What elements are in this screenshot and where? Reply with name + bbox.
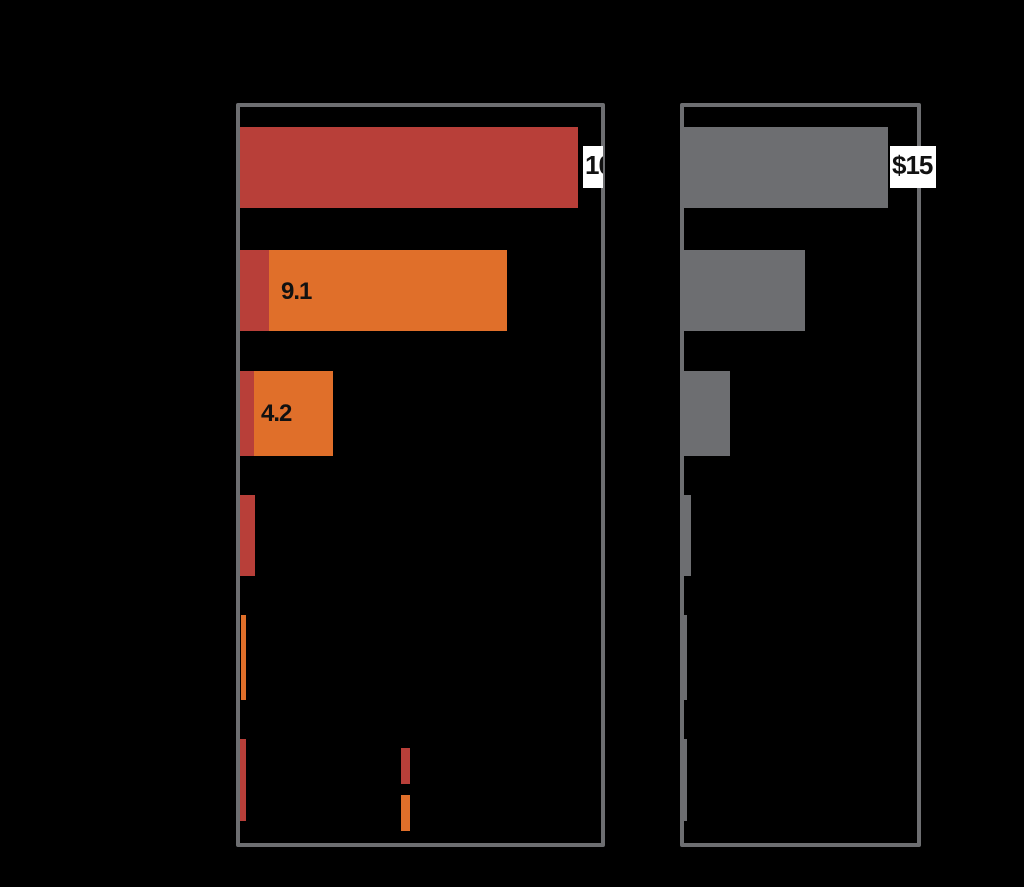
right-chart-frame: [680, 103, 921, 847]
legend-swatch-series-a: [401, 748, 410, 784]
value-label-row1-left: 10: [583, 146, 603, 188]
left-chart-frame: [236, 103, 605, 847]
bar-row1-series-a: [240, 127, 578, 208]
bar-row6-series-a: [240, 739, 246, 821]
bar-row3-series-a: [240, 371, 254, 456]
bar-row5-gray: [684, 615, 687, 700]
bar-row5-series-b: [241, 615, 246, 700]
bar-row2-series-b: [269, 250, 507, 331]
bar-row6-gray: [684, 739, 687, 821]
bar-row3-gray: [684, 371, 730, 456]
bar-row4-series-a: [240, 495, 255, 576]
value-label-row1-right: $15: [890, 146, 936, 188]
bar-row4-gray: [684, 495, 691, 576]
legend-swatch-series-b: [401, 795, 410, 831]
bar-row2-series-a: [240, 250, 269, 331]
bar-row3-series-b: [254, 371, 333, 456]
value-label-row3-left: 4.2: [261, 400, 292, 427]
bar-row1-gray: [684, 127, 888, 208]
value-label-row2-left: 9.1: [281, 278, 312, 305]
bar-row2-gray: [684, 250, 805, 331]
